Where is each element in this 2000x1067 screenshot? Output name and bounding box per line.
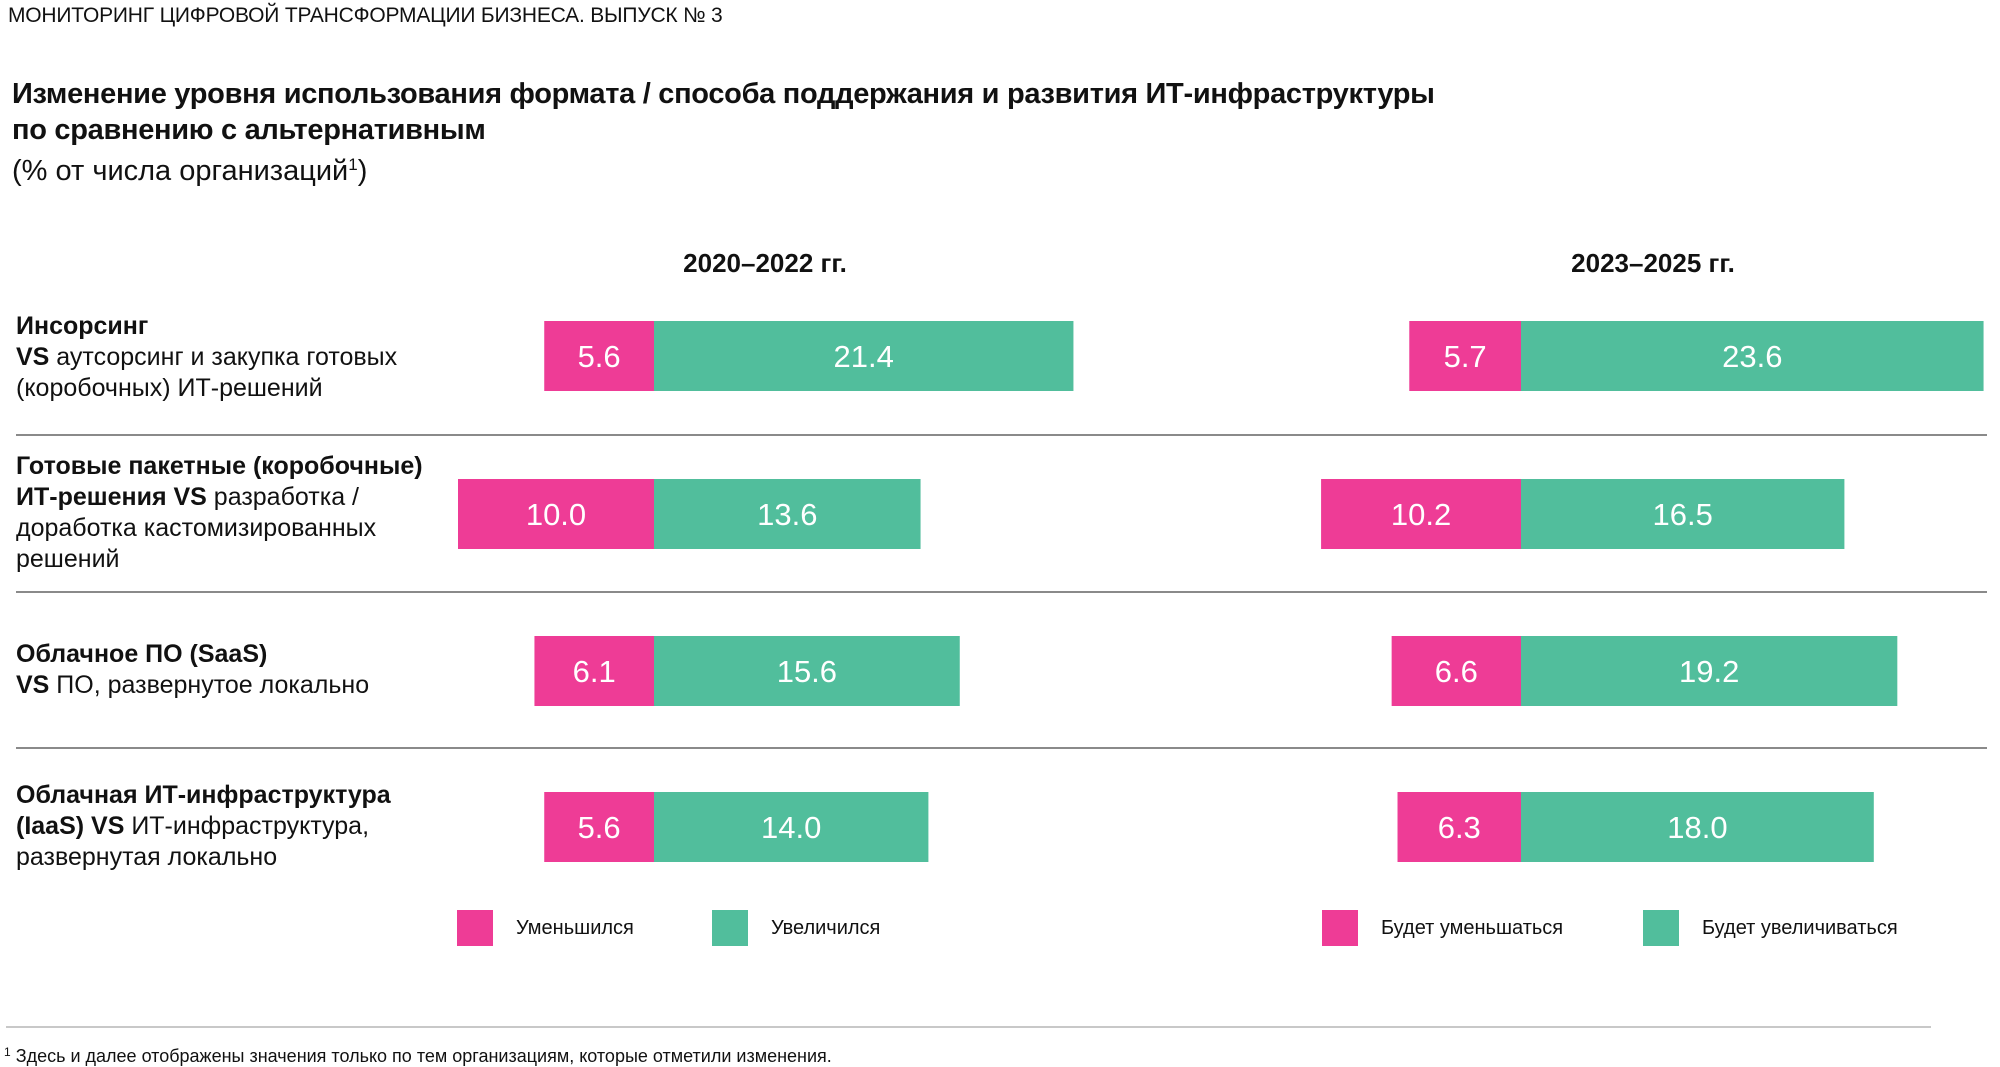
footnote-mark: 1 <box>4 1045 11 1059</box>
category-bold: Облачное ПО (SaaS) <box>16 640 268 668</box>
bar-decrease <box>534 636 654 706</box>
legend-swatch-will-decrease <box>1322 910 1358 946</box>
category-bold: Инсорсинг <box>16 312 149 340</box>
bar-increase <box>1521 792 1874 862</box>
category-text: ИТ-инфраструктура, <box>124 812 370 840</box>
bar-increase <box>654 479 921 549</box>
legend-label-increased: Увеличился <box>771 917 881 939</box>
bar-decrease <box>1391 636 1521 706</box>
category-vs: VS <box>16 343 50 371</box>
legend-swatch-decreased <box>457 910 493 946</box>
category-bold: Облачная ИТ-инфраструктура <box>16 781 391 809</box>
legend-label-will-increase: Будет увеличиваться <box>1702 917 1898 939</box>
subtitle-close: ) <box>357 155 368 187</box>
category-text: ПО, развернутое локально <box>49 671 370 699</box>
bar-decrease <box>1397 792 1521 862</box>
bar-increase <box>654 636 960 706</box>
data-label-decrease: 10.0 <box>526 497 586 532</box>
bar-increase <box>654 321 1074 391</box>
data-label-decrease: 5.6 <box>578 339 621 374</box>
report-header: МОНИТОРИНГ ЦИФРОВОЙ ТРАНСФОРМАЦИИ БИЗНЕС… <box>8 4 723 27</box>
row-divider <box>16 591 1987 593</box>
data-label-decrease: 5.7 <box>1444 339 1487 374</box>
chart-title-line-2: по сравнению с альтернативным <box>12 114 486 146</box>
panel-header-2023-2025: 2023–2025 гг. <box>1571 248 1735 278</box>
legend-label-decreased: Уменьшился <box>516 917 634 939</box>
category-vs: ИТ-решения VS <box>16 483 207 511</box>
legend-label-will-decrease: Будет уменьшаться <box>1381 917 1564 939</box>
bar-decrease <box>544 792 654 862</box>
data-label-decrease: 6.1 <box>573 654 616 689</box>
category-text: решений <box>16 545 120 573</box>
category-vs: (IaaS) VS <box>16 812 125 840</box>
data-label-increase: 15.6 <box>777 654 837 689</box>
category-label-iaas: Облачная ИТ-инфраструктура (IaaS) VS ИТ-… <box>16 780 391 873</box>
category-text: аутсорсинг и закупка готовых <box>49 343 398 371</box>
bar-decrease <box>544 321 654 391</box>
category-vs: VS <box>16 671 50 699</box>
data-label-increase: 13.6 <box>757 497 817 532</box>
category-text: разработка / <box>206 483 359 511</box>
chart-title-line-1: Изменение уровня использования формата /… <box>12 78 1435 110</box>
panel-header-2020-2022: 2020–2022 гг. <box>683 248 847 278</box>
row-divider <box>16 747 1987 749</box>
data-label-increase: 21.4 <box>834 339 894 374</box>
row-divider <box>16 434 1987 436</box>
data-label-increase: 23.6 <box>1722 339 1782 374</box>
legend-swatch-will-increase <box>1643 910 1679 946</box>
subtitle-text: (% от числа организаций <box>12 155 349 187</box>
bar-increase <box>654 792 929 862</box>
data-label-increase: 16.5 <box>1653 497 1713 532</box>
data-label-increase: 19.2 <box>1679 654 1739 689</box>
bar-increase <box>1521 479 1845 549</box>
footnote-text: Здесь и далее отображены значения только… <box>15 1046 832 1066</box>
bar-decrease <box>1409 321 1521 391</box>
data-label-decrease: 6.6 <box>1435 654 1478 689</box>
bar-decrease <box>458 479 654 549</box>
category-label-insourcing: Инсорсинг VS аутсорсинг и закупка готовы… <box>16 311 397 404</box>
legend-swatch-increased <box>712 910 748 946</box>
bar-decrease <box>1321 479 1521 549</box>
data-label-decrease: 10.2 <box>1391 497 1451 532</box>
category-label-saas: Облачное ПО (SaaS) VS ПО, развернутое ло… <box>16 639 369 701</box>
category-text: (коробочных) ИТ-решений <box>16 374 323 402</box>
subtitle-footnote-mark: 1 <box>348 155 358 174</box>
footnote-divider <box>6 1026 1931 1028</box>
category-text: доработка кастомизированных <box>16 514 377 542</box>
data-label-decrease: 6.3 <box>1438 810 1481 845</box>
bar-increase <box>1521 636 1898 706</box>
data-label-decrease: 5.6 <box>578 810 621 845</box>
category-text: развернутая локально <box>16 843 278 871</box>
footnote: 1 Здесь и далее отображены значения толь… <box>4 1045 832 1067</box>
bar-increase <box>1521 321 1984 391</box>
data-label-increase: 14.0 <box>761 810 821 845</box>
data-label-increase: 18.0 <box>1667 810 1727 845</box>
chart-subtitle: (% от числа организаций1) <box>12 155 367 188</box>
category-bold: Готовые пакетные (коробочные) <box>16 452 423 480</box>
category-label-boxed-solutions: Готовые пакетные (коробочные) ИТ-решения… <box>16 451 423 575</box>
